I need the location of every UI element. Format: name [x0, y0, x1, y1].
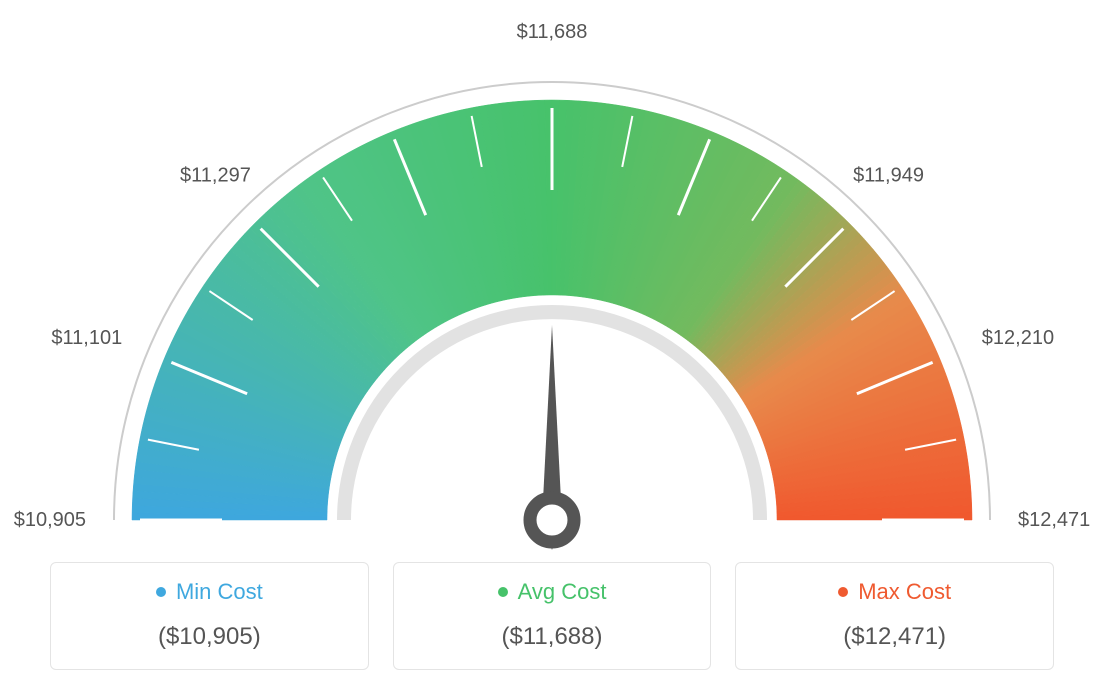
gauge-svg: $10,905 $11,101 $11,297 $11,688 $11,949 $12,2… — [0, 0, 1104, 560]
gauge-chart: $10,905 $11,101 $11,297 $11,688 $11,949 $12,2… — [0, 0, 1104, 560]
legend-card-min: Min Cost ($10,905) — [50, 562, 369, 670]
cost-gauge-container: $10,905 $11,101 $11,297 $11,688 $11,949 $12,2… — [0, 0, 1104, 690]
legend-card-max: Max Cost ($12,471) — [735, 562, 1054, 670]
gauge-needle-hub — [530, 498, 574, 542]
legend-title-max: Max Cost — [858, 579, 951, 605]
legend-title-row-max: Max Cost — [746, 579, 1043, 605]
legend-title-avg: Avg Cost — [518, 579, 607, 605]
legend-value-min: ($10,905) — [61, 623, 358, 651]
legend-row: Min Cost ($10,905) Avg Cost ($11,688) Ma… — [0, 562, 1104, 670]
gauge-tick-label: $11,688 — [517, 21, 588, 43]
legend-title-row-min: Min Cost — [61, 579, 358, 605]
legend-card-avg: Avg Cost ($11,688) — [393, 562, 712, 670]
legend-value-max: ($12,471) — [746, 623, 1043, 651]
legend-title-row-avg: Avg Cost — [404, 579, 701, 605]
legend-dot-min — [156, 587, 166, 597]
gauge-tick-label: $11,297 — [180, 164, 251, 186]
legend-dot-max — [838, 587, 848, 597]
gauge-tick-label: $12,471 — [1018, 509, 1090, 531]
legend-value-avg: ($11,688) — [404, 623, 701, 651]
gauge-tick-label: $11,101 — [51, 327, 122, 349]
legend-dot-avg — [498, 587, 508, 597]
gauge-tick-label: $10,905 — [14, 509, 86, 531]
legend-title-min: Min Cost — [176, 579, 263, 605]
gauge-tick-label: $12,210 — [982, 327, 1054, 349]
gauge-tick-label: $11,949 — [853, 164, 924, 186]
